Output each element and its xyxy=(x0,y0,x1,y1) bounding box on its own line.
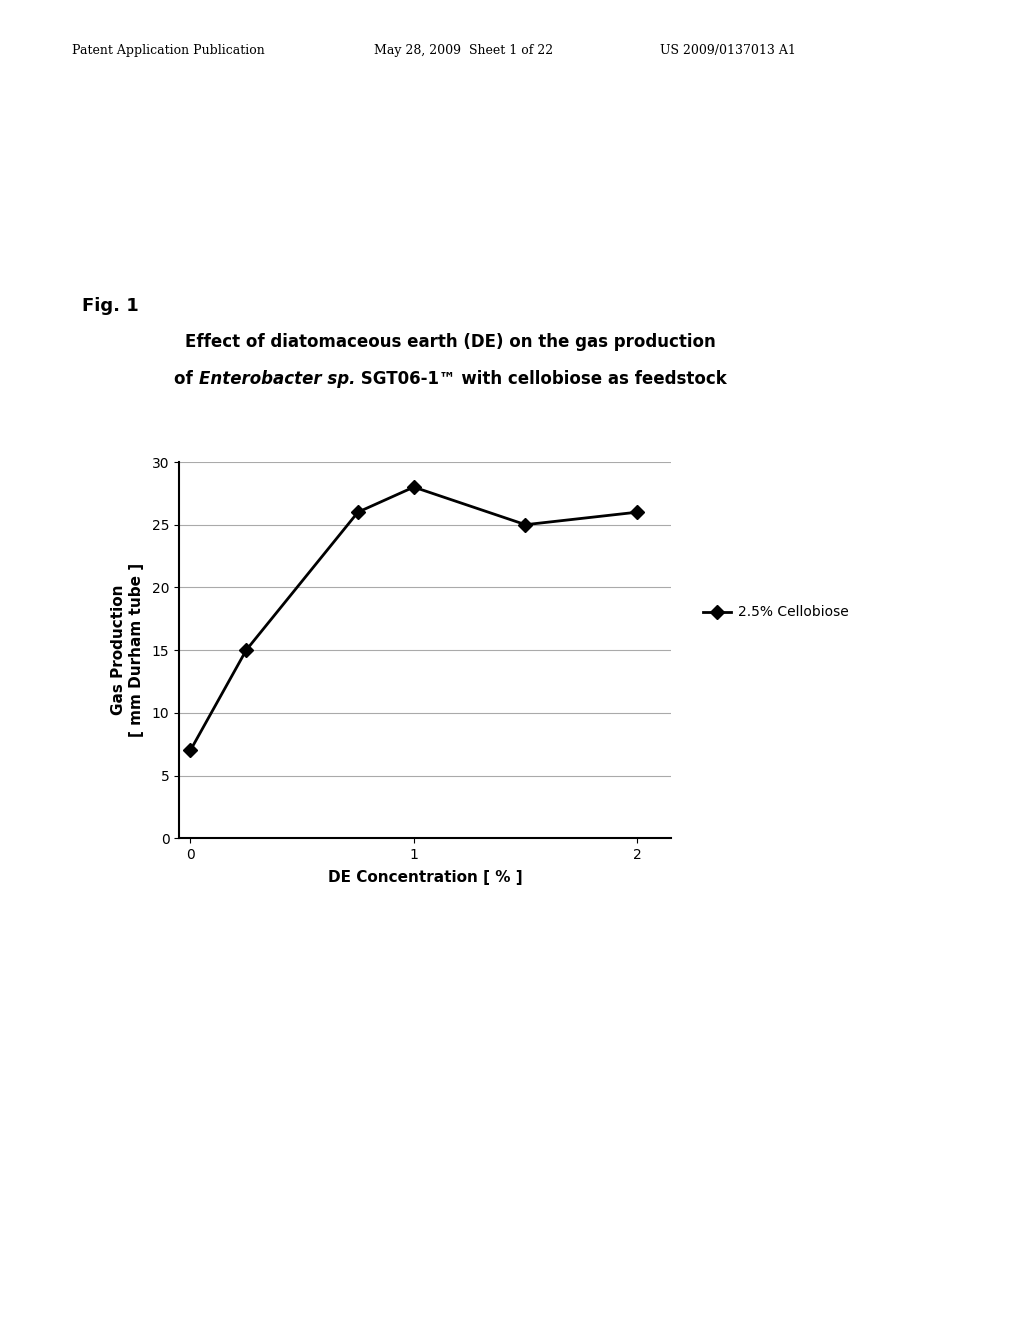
Text: US 2009/0137013 A1: US 2009/0137013 A1 xyxy=(660,44,797,57)
Text: SGT06-1™ with cellobiose as feedstock: SGT06-1™ with cellobiose as feedstock xyxy=(355,370,727,388)
Text: Enterobacter sp.: Enterobacter sp. xyxy=(199,370,355,388)
Text: May 28, 2009  Sheet 1 of 22: May 28, 2009 Sheet 1 of 22 xyxy=(374,44,553,57)
Text: Effect of diatomaceous earth (DE) on the gas production: Effect of diatomaceous earth (DE) on the… xyxy=(185,333,716,351)
Legend: 2.5% Cellobiose: 2.5% Cellobiose xyxy=(697,599,854,626)
X-axis label: DE Concentration [ % ]: DE Concentration [ % ] xyxy=(328,870,522,886)
Text: Fig. 1: Fig. 1 xyxy=(82,297,138,315)
Y-axis label: Gas Production
[ mm Durham tube ]: Gas Production [ mm Durham tube ] xyxy=(112,564,143,737)
Text: Patent Application Publication: Patent Application Publication xyxy=(72,44,264,57)
Text: of: of xyxy=(174,370,199,388)
